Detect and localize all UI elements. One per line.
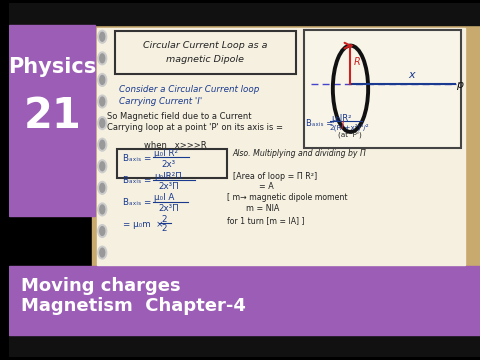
Text: Consider a Circular Current loop: Consider a Circular Current loop bbox=[119, 85, 259, 94]
Text: magnetic Dipole: magnetic Dipole bbox=[166, 55, 244, 64]
FancyBboxPatch shape bbox=[117, 149, 227, 178]
Text: 2: 2 bbox=[161, 215, 167, 224]
Ellipse shape bbox=[100, 54, 105, 63]
FancyBboxPatch shape bbox=[304, 30, 461, 148]
Text: Carrying loop at a point 'P' on its axis is =: Carrying loop at a point 'P' on its axis… bbox=[107, 123, 283, 132]
Ellipse shape bbox=[100, 32, 105, 41]
Ellipse shape bbox=[100, 162, 105, 171]
Ellipse shape bbox=[98, 181, 107, 194]
Text: m = NIA: m = NIA bbox=[247, 204, 280, 213]
Text: μ₀IR²Π: μ₀IR²Π bbox=[154, 172, 182, 181]
Text: p: p bbox=[456, 80, 464, 90]
Ellipse shape bbox=[98, 30, 107, 43]
Ellipse shape bbox=[98, 95, 107, 108]
Text: 2: 2 bbox=[161, 224, 167, 233]
Text: [Area of loop = Π R²]: [Area of loop = Π R²] bbox=[233, 172, 317, 181]
Ellipse shape bbox=[100, 76, 105, 84]
Ellipse shape bbox=[100, 226, 105, 235]
Bar bbox=[9, 335, 480, 357]
Bar bbox=[9, 266, 480, 335]
Text: 2x³Π: 2x³Π bbox=[158, 183, 179, 192]
Text: Bₐₓᵢₛ =: Bₐₓᵢₛ = bbox=[123, 176, 151, 185]
Text: [ m→ magnetic dipole moment: [ m→ magnetic dipole moment bbox=[227, 193, 348, 202]
Text: Carrying Current 'I': Carrying Current 'I' bbox=[119, 97, 202, 106]
Text: R: R bbox=[353, 57, 360, 67]
Text: 2x³Π: 2x³Π bbox=[158, 204, 179, 213]
Ellipse shape bbox=[98, 52, 107, 65]
Bar bbox=[9, 25, 96, 216]
Text: = A: = A bbox=[259, 183, 274, 192]
Text: 2(R²+x²)³/²: 2(R²+x²)³/² bbox=[330, 123, 370, 131]
Text: Bₐₓᵢₛ =: Bₐₓᵢₛ = bbox=[306, 118, 334, 127]
Text: Also. Multiplying and dividing by Π: Also. Multiplying and dividing by Π bbox=[233, 149, 367, 158]
Ellipse shape bbox=[98, 160, 107, 173]
Ellipse shape bbox=[100, 248, 105, 257]
Bar bbox=[9, 3, 480, 25]
Text: when   x>>>R: when x>>>R bbox=[144, 141, 207, 150]
Ellipse shape bbox=[98, 225, 107, 237]
Text: μ₀IR²: μ₀IR² bbox=[331, 114, 351, 123]
Text: μ₀I A: μ₀I A bbox=[154, 193, 175, 202]
Bar bbox=[93, 25, 480, 335]
Text: for 1 turn [m = IA] ]: for 1 turn [m = IA] ] bbox=[227, 216, 304, 225]
Text: = μ₀m  ×: = μ₀m × bbox=[123, 220, 163, 229]
Text: μ₀I R²: μ₀I R² bbox=[154, 149, 178, 158]
Text: Bₐₓᵢₛ =: Bₐₓᵢₛ = bbox=[123, 154, 151, 163]
Bar bbox=[97, 28, 465, 265]
Ellipse shape bbox=[100, 205, 105, 214]
Ellipse shape bbox=[100, 140, 105, 149]
Text: Magnetism  Chapter-4: Magnetism Chapter-4 bbox=[21, 297, 246, 315]
Text: Circular Current Loop as a: Circular Current Loop as a bbox=[143, 41, 267, 50]
Ellipse shape bbox=[98, 203, 107, 216]
Text: x: x bbox=[408, 70, 415, 80]
Ellipse shape bbox=[100, 119, 105, 127]
Ellipse shape bbox=[100, 184, 105, 192]
Ellipse shape bbox=[98, 73, 107, 86]
Text: 21: 21 bbox=[23, 95, 81, 137]
Ellipse shape bbox=[98, 138, 107, 151]
Ellipse shape bbox=[98, 117, 107, 130]
Text: Bₐₓᵢₛ =: Bₐₓᵢₛ = bbox=[123, 198, 151, 207]
Text: So Magnetic field due to a Current: So Magnetic field due to a Current bbox=[107, 112, 252, 121]
Ellipse shape bbox=[98, 246, 107, 259]
Text: (at 'P'): (at 'P') bbox=[338, 132, 361, 138]
Ellipse shape bbox=[100, 97, 105, 106]
Text: Moving charges: Moving charges bbox=[21, 277, 180, 295]
Text: I: I bbox=[341, 121, 344, 131]
FancyBboxPatch shape bbox=[115, 31, 296, 74]
Text: Physics: Physics bbox=[8, 57, 96, 77]
Text: 2x³: 2x³ bbox=[161, 160, 175, 169]
